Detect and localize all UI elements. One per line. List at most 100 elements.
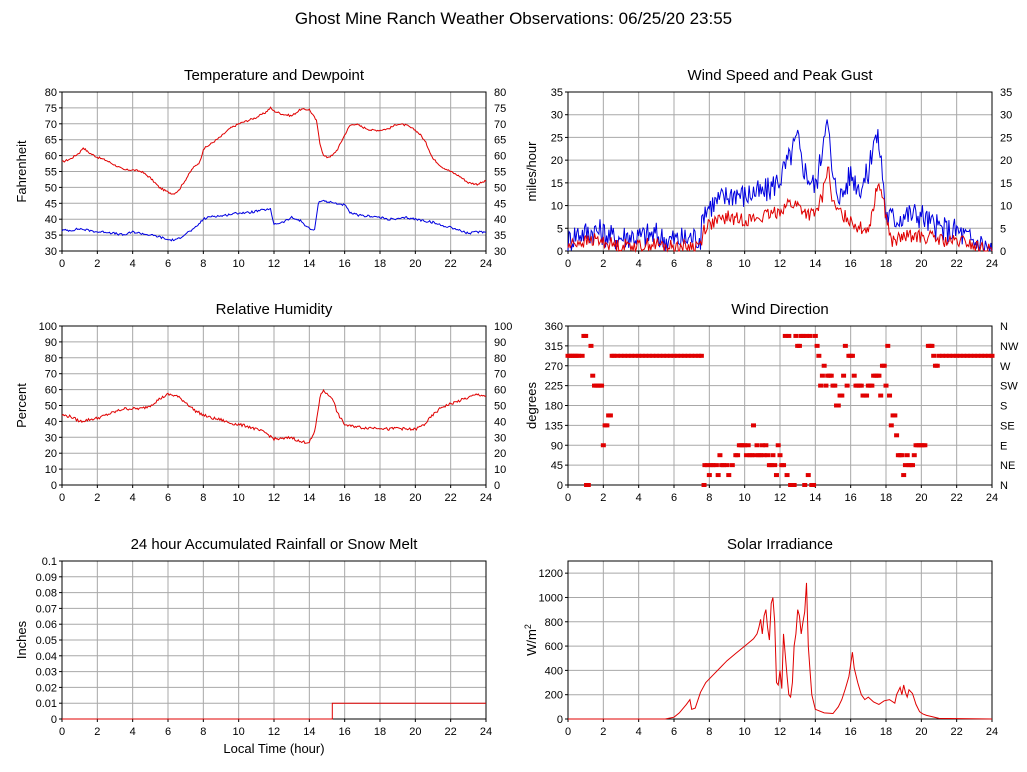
y-tick-label-right: 35 <box>494 230 506 242</box>
x-tick-label: 22 <box>951 726 963 738</box>
x-tick-label: 2 <box>600 258 606 270</box>
data-point <box>968 353 974 358</box>
y-tick-label: 10 <box>45 464 57 476</box>
data-point <box>743 453 749 458</box>
y-tick-label-right: 80 <box>494 353 506 365</box>
x-tick-label: 14 <box>303 492 315 504</box>
data-point <box>943 353 949 358</box>
data-point <box>957 353 963 358</box>
data-point <box>726 473 732 478</box>
data-point <box>735 453 741 458</box>
y-tick-label: 200 <box>545 690 563 702</box>
data-point <box>758 453 764 458</box>
data-point <box>876 373 882 378</box>
y-tick-label-right: 20 <box>1000 155 1012 167</box>
chart-title: Relative Humidity <box>216 301 333 318</box>
data-point <box>828 373 834 378</box>
y-tick-label: 0.02 <box>36 682 57 694</box>
y-tick-label-right: 50 <box>494 182 506 194</box>
y-tick-label: 20 <box>551 155 563 167</box>
data-point <box>858 383 864 388</box>
y-tick-label: 270 <box>545 361 563 373</box>
x-tick-label: 2 <box>94 492 100 504</box>
data-point <box>685 353 691 358</box>
x-tick-label: 18 <box>374 258 386 270</box>
y-tick-label-right: 60 <box>494 151 506 163</box>
data-point <box>964 353 970 358</box>
y-tick-label: 35 <box>551 87 563 99</box>
x-tick-label: 10 <box>233 492 245 504</box>
y-tick-label: 0.08 <box>36 588 57 600</box>
y-tick-label: 30 <box>45 432 57 444</box>
x-tick-label: 22 <box>951 492 963 504</box>
chart-title: 24 hour Accumulated Rainfall or Snow Mel… <box>131 536 419 553</box>
x-tick-label: 0 <box>565 492 571 504</box>
y-tick-label: 0.1 <box>42 556 57 568</box>
x-tick-label: 16 <box>845 726 857 738</box>
x-tick-label: 24 <box>986 492 998 504</box>
data-point <box>894 433 900 438</box>
data-point <box>749 453 755 458</box>
x-tick-label: 8 <box>706 726 712 738</box>
data-point <box>692 353 698 358</box>
data-point <box>706 473 712 478</box>
y-tick-label-right: 10 <box>1000 201 1012 213</box>
x-tick-label: 0 <box>59 258 65 270</box>
y-tick-label: 135 <box>545 420 563 432</box>
y-tick-label-right: 75 <box>494 103 506 115</box>
data-point <box>851 373 857 378</box>
x-tick-label: 4 <box>130 492 136 504</box>
y-tick-label-right: 40 <box>494 416 506 428</box>
x-tick-label: 18 <box>374 726 386 738</box>
x-tick-label: 8 <box>200 726 206 738</box>
grid <box>61 560 487 720</box>
y-tick-label: 0.04 <box>36 651 57 663</box>
data-point <box>770 453 776 458</box>
series-group <box>61 106 487 242</box>
data-point <box>985 353 991 358</box>
x-tick-label: 24 <box>480 492 492 504</box>
data-point <box>768 463 774 468</box>
x-tick-label: 10 <box>739 726 751 738</box>
data-point <box>888 423 894 428</box>
y-tick-label: 40 <box>45 214 57 226</box>
y-tick-label: 100 <box>39 321 57 333</box>
data-point <box>599 383 605 388</box>
data-point <box>812 333 818 338</box>
x-tick-label: 4 <box>636 726 642 738</box>
y-tick-label-right: 10 <box>494 464 506 476</box>
y-axis-label: miles/hour <box>524 141 539 202</box>
data-point <box>588 343 594 348</box>
data-point <box>664 353 670 358</box>
x-tick-label: 0 <box>59 492 65 504</box>
data-point <box>754 443 760 448</box>
data-point <box>954 353 960 358</box>
y-tick-label: 400 <box>545 665 563 677</box>
data-point <box>698 353 704 358</box>
data-point <box>646 353 652 358</box>
series-group <box>567 119 993 253</box>
y-tick-label-right: 15 <box>1000 178 1012 190</box>
chart-title: Solar Irradiance <box>727 536 833 553</box>
y-tick-label: 60 <box>45 151 57 163</box>
data-point <box>657 353 663 358</box>
y-tick-label-right: 70 <box>494 369 506 381</box>
y-tick-label: 0 <box>557 480 563 492</box>
y-tick-label-right: 80 <box>494 87 506 99</box>
x-tick-label: 2 <box>600 726 606 738</box>
data-point <box>636 353 642 358</box>
data-point <box>791 483 797 487</box>
data-point <box>978 353 984 358</box>
data-point <box>816 353 822 358</box>
y-tick-label: 360 <box>545 321 563 333</box>
y-tick-label: 45 <box>551 460 563 472</box>
data-point <box>844 383 850 388</box>
series-line <box>61 106 487 195</box>
data-point <box>800 333 806 338</box>
x-tick-label: 18 <box>880 258 892 270</box>
x-tick-label: 10 <box>739 258 751 270</box>
data-point <box>759 443 765 448</box>
x-tick-label: 14 <box>809 726 821 738</box>
